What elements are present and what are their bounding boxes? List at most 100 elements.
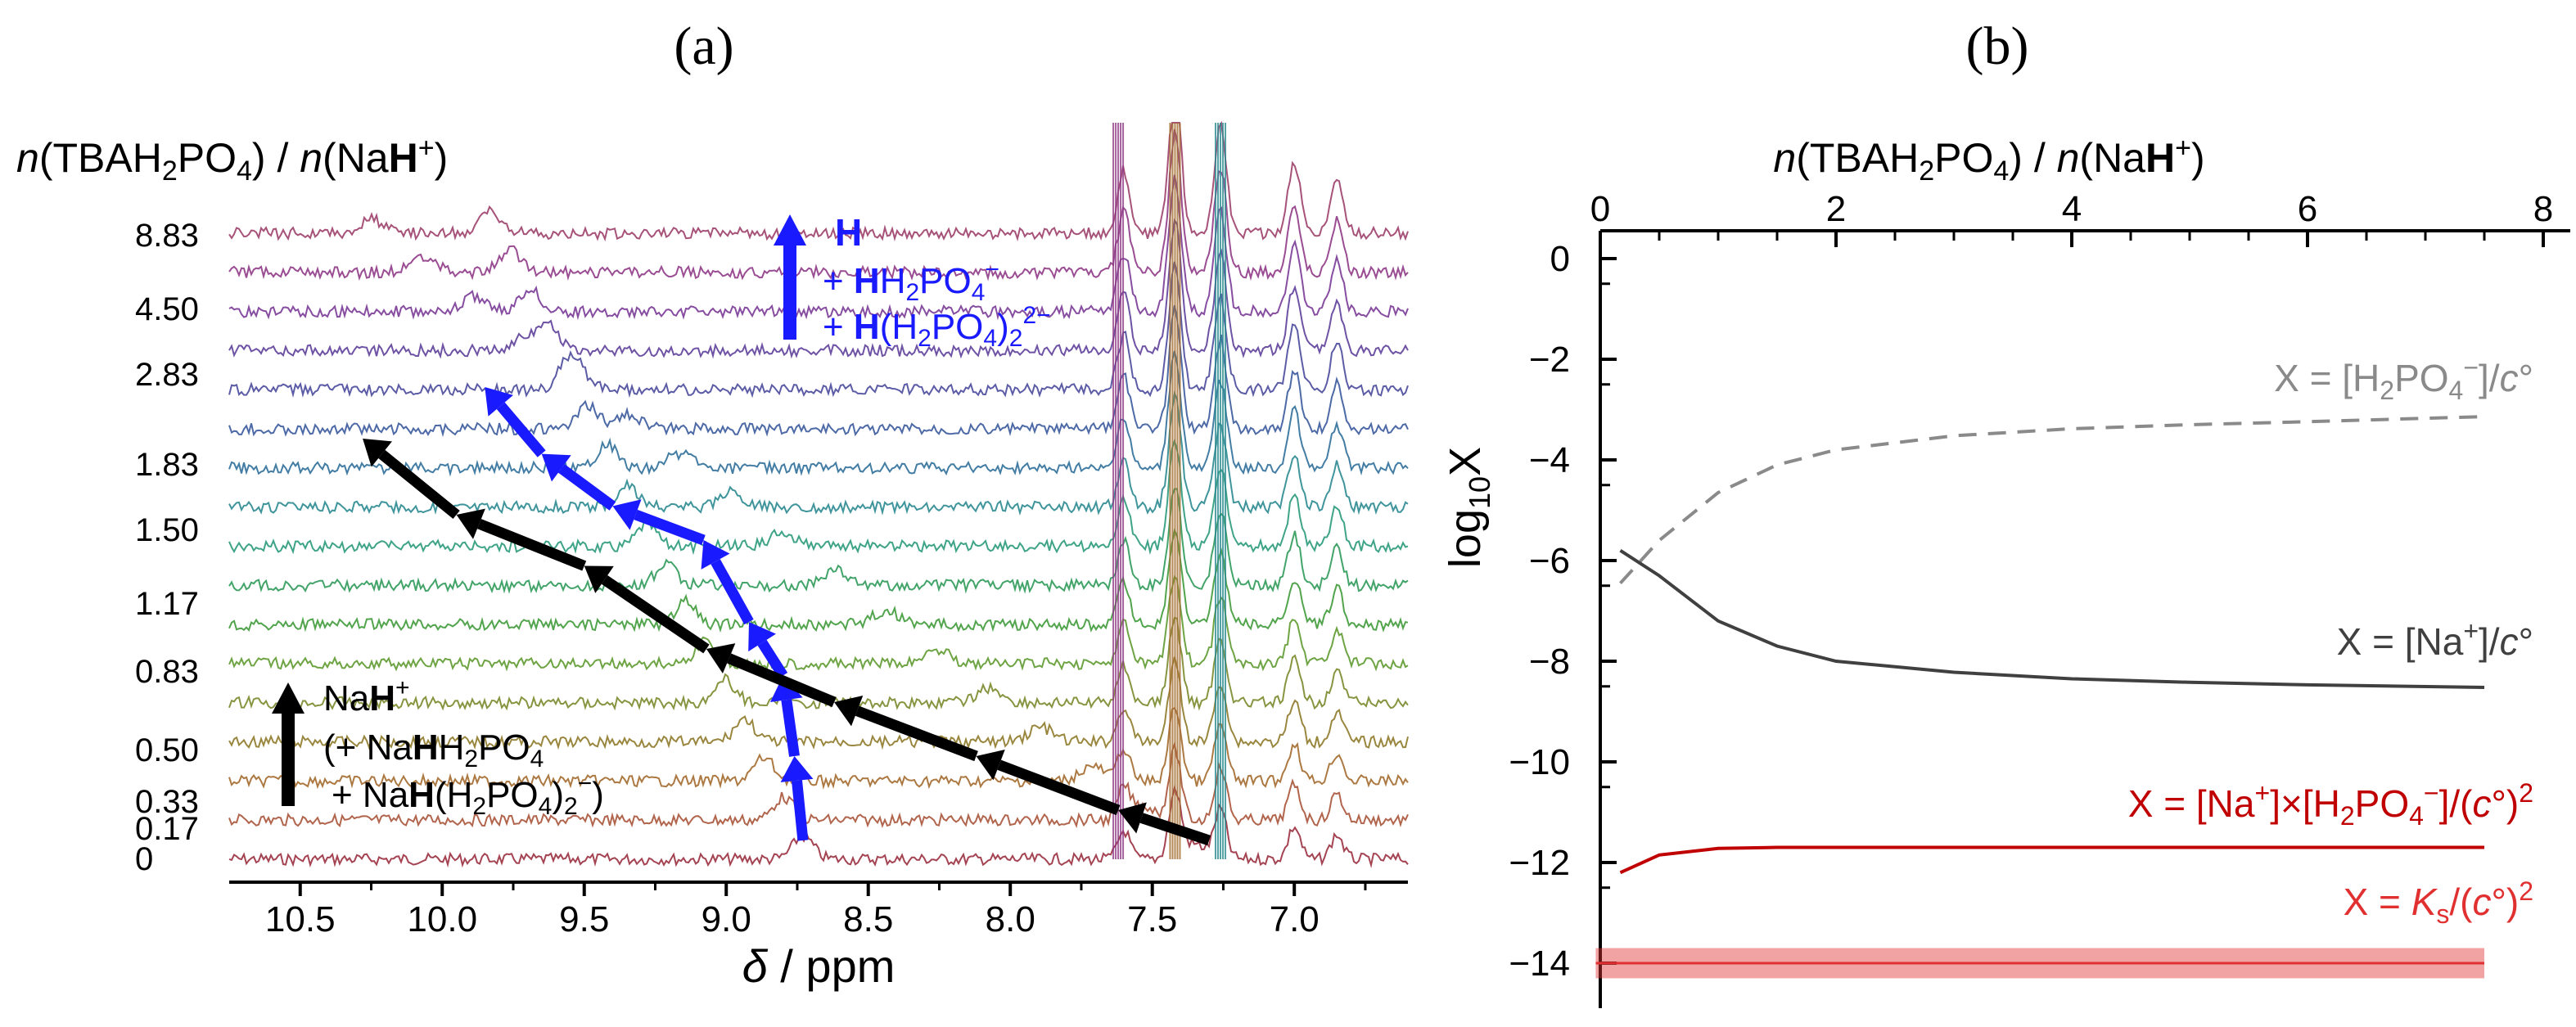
arrow-head — [976, 749, 1005, 781]
arrow-shaft — [1139, 813, 1211, 846]
arrow-shaft — [477, 519, 587, 571]
y-tick-label: −2 — [1529, 340, 1570, 380]
label-product: X = [Na+]×[H2PO4−]/(c°)2 — [2128, 778, 2533, 831]
y-tick-label: −6 — [1529, 541, 1570, 581]
panel-b-ylabel: log10X — [1441, 447, 1496, 568]
x-tick-label: 4 — [2062, 189, 2082, 229]
arrow-head — [541, 453, 571, 482]
arrow-shaft — [792, 780, 809, 841]
shift-arrows — [363, 387, 1211, 846]
x-tick-label: 8.0 — [986, 899, 1035, 939]
x-tick-label: 6 — [2298, 189, 2317, 229]
label-na: X = [Na+]/c° — [2337, 616, 2533, 663]
ratio-label: 2.83 — [135, 357, 199, 393]
arrow-head — [485, 387, 513, 417]
series-line — [1619, 415, 2485, 585]
ratio-label: 1.83 — [135, 447, 199, 483]
panel-b-xlabel: n(TBAH2PO4) / n(NaH+) — [1773, 133, 2204, 187]
ratio-label: 0.17 — [135, 811, 199, 847]
arrow-head — [748, 622, 776, 652]
y-tick-label: −10 — [1509, 742, 1570, 782]
panel-b-title: (b) — [1966, 16, 2029, 76]
panel-a-xlabel: δ / ppm — [742, 940, 896, 992]
panel-b-y-ticks: 0 −2 −4 −6 −8 −10 −12 −14 — [1509, 239, 1617, 984]
ratio-label: 4.50 — [135, 291, 199, 327]
nmr-trace — [228, 616, 1409, 712]
arrow-shaft — [711, 559, 754, 625]
panel-b-x-ticks: 0 2 4 6 8 — [1590, 189, 2553, 247]
x-tick-label: 2 — [1826, 189, 1846, 229]
arrow-shaft — [855, 705, 978, 762]
panel-a-title: (a) — [674, 16, 733, 76]
nmr-trace — [228, 527, 1409, 633]
ratio-label: 0.83 — [135, 654, 199, 690]
panel-a-ratio-title: n(TBAH2PO4) / n(NaH+) — [16, 133, 448, 187]
y-tick-label: −8 — [1529, 642, 1570, 682]
nmr-trace — [228, 304, 1409, 438]
black-legend-line1: NaH+ — [323, 674, 410, 718]
series-line — [1619, 549, 2485, 689]
y-tick-label: −4 — [1529, 440, 1570, 480]
black-legend-arrowhead — [272, 682, 305, 714]
arrow-shaft — [997, 759, 1121, 816]
arrow-shaft — [634, 509, 706, 546]
y-tick-label: 0 — [1550, 239, 1570, 279]
arrow-head — [456, 508, 485, 539]
nmr-trace — [228, 218, 1409, 359]
nmr-trace — [228, 390, 1409, 516]
arrow-shaft — [757, 639, 788, 678]
blue-legend-line2: + HH2PO4− — [823, 256, 999, 306]
arrow-shaft — [601, 575, 710, 654]
arrow-shaft — [557, 464, 616, 511]
nmr-trace — [228, 261, 1409, 399]
arrow-head — [612, 499, 642, 530]
label-ks: X = Ks/(c°)2 — [2344, 876, 2533, 929]
x-tick-label: 8 — [2533, 189, 2553, 229]
ratio-label: 0.33 — [135, 784, 199, 820]
arrow-shaft — [378, 449, 460, 520]
y-tick-label: −14 — [1509, 944, 1570, 984]
y-tick-label: −12 — [1509, 843, 1570, 883]
nmr-trace — [228, 574, 1409, 672]
panel-b-series — [1595, 415, 2485, 979]
arrow-shaft — [496, 402, 546, 457]
ratio-label: 0.50 — [135, 732, 199, 768]
nmr-trace — [228, 784, 1409, 868]
nmr-trace — [228, 741, 1409, 829]
x-tick-label: 9.5 — [559, 899, 609, 939]
arrow-shaft — [781, 699, 800, 757]
nmr-trace — [228, 120, 1409, 242]
nmr-trace — [228, 350, 1409, 477]
x-tick-label: 10.0 — [407, 899, 477, 939]
ratio-label: 1.17 — [135, 586, 199, 622]
arrow-head — [363, 439, 392, 467]
series-line — [1619, 845, 2484, 875]
nmr-trace — [228, 706, 1409, 790]
arrow-head — [770, 675, 803, 702]
arrow-head — [834, 695, 864, 727]
x-tick-label: 7.0 — [1270, 899, 1320, 939]
nmr-trace — [228, 488, 1409, 594]
ratio-labels: 00.170.33 0.50 0.83 1.17 1.50 1.83 2.83 4.50 8.8… — [135, 218, 199, 877]
label-h2po4: X = [H2PO4−]/c° — [2274, 353, 2533, 405]
arrow-head — [584, 565, 614, 593]
ratio-label: 0 — [135, 841, 153, 877]
nmr-trace — [228, 174, 1409, 321]
panel-a-x-ticks: 10.5 10.0 9.5 9.0 8.5 8.0 7.5 7.0 — [265, 882, 1367, 939]
ratio-label: 1.50 — [135, 512, 199, 548]
blue-legend-line3: + H(H2PO4)22− — [823, 302, 1051, 352]
arrow-head — [706, 643, 736, 673]
x-tick-label: 0 — [1590, 189, 1610, 229]
nmr-traces — [228, 120, 1409, 868]
nmr-trace — [228, 438, 1409, 556]
fixed-peaks — [1112, 123, 1226, 859]
black-legend-line2: (+ NaHH2PO4 — [323, 727, 544, 773]
ratio-label: 8.83 — [135, 218, 199, 254]
x-tick-label: 7.5 — [1127, 899, 1177, 939]
arrow-head — [780, 756, 814, 782]
blue-legend-arrowhead — [774, 214, 806, 245]
x-tick-label: 10.5 — [265, 899, 336, 939]
nmr-trace — [228, 656, 1409, 750]
x-tick-label: 9.0 — [702, 899, 751, 939]
